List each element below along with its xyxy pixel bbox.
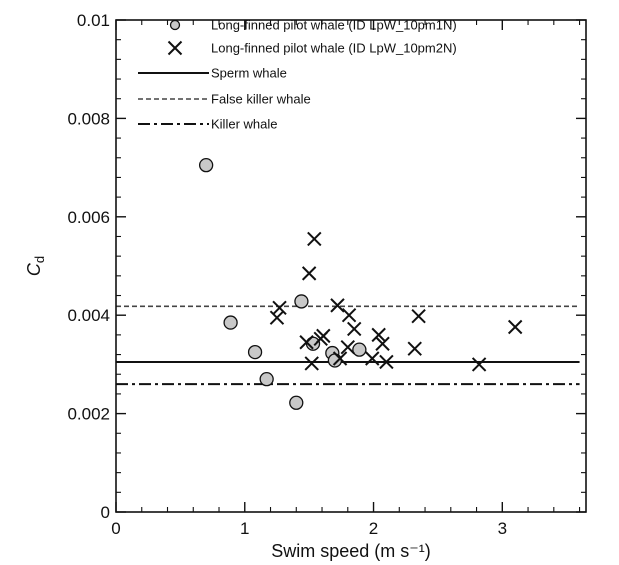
x-axis-title: Swim speed (m s⁻¹)	[271, 541, 431, 561]
x-tick-label: 1	[240, 519, 249, 538]
data-point-series-1	[305, 336, 321, 351]
data-point-series-2	[347, 321, 362, 337]
legend-label-false-killer-whale: False killer whale	[211, 92, 311, 107]
y-tick-label: 0.002	[67, 405, 110, 424]
plot-frame	[115, 19, 587, 513]
y-tick-label: 0.006	[67, 208, 110, 227]
data-point-series-2	[375, 336, 390, 351]
y-tick-labels: 0 0.002 0.004 0.006 0.008 0.01	[67, 11, 110, 522]
data-point-series-2	[272, 300, 287, 316]
y-axis-title: Cd	[24, 256, 47, 276]
data-point-series-2	[365, 351, 380, 366]
data-point-series-2	[316, 328, 331, 344]
x-tick-label: 0	[111, 519, 120, 538]
y-tick-label: 0.004	[67, 306, 110, 325]
data-point-series-1	[247, 344, 263, 360]
y-tick-label: 0.008	[67, 109, 110, 128]
data-point-series-2	[307, 231, 322, 247]
legend-marker-circle	[169, 19, 181, 31]
data-point-series-1	[352, 342, 367, 357]
data-point-series-2	[301, 266, 317, 281]
data-point-series-2	[411, 308, 426, 324]
reference-lines	[116, 305, 580, 386]
data-point-series-1	[198, 157, 214, 173]
svg-text:Cd: Cd	[24, 256, 47, 276]
data-point-series-2	[371, 327, 386, 343]
legend-label-series-1: Long-finned pilot whale (ID LpW_10pm1N)	[211, 18, 457, 33]
legend-entry-series-2: Long-finned pilot whale (ID LpW_10pm2N)	[167, 40, 457, 56]
data-point-series-1	[223, 315, 238, 330]
y-axis-title-subscript: d	[32, 256, 47, 263]
x-tick-label: 2	[369, 519, 378, 538]
y-axis-title-main: C	[24, 262, 44, 276]
data-point-series-2	[332, 351, 348, 366]
data-point-series-2	[299, 335, 314, 350]
y-tick-label: 0.01	[77, 11, 110, 30]
legend-label-series-2: Long-finned pilot whale (ID LpW_10pm2N)	[211, 41, 457, 56]
data-point-series-2	[330, 298, 345, 313]
data-point-series-2	[304, 356, 319, 371]
legend: Long-finned pilot whale (ID LpW_10pm1N) …	[138, 18, 457, 132]
legend-entry-series-1: Long-finned pilot whale (ID LpW_10pm1N)	[169, 18, 457, 33]
data-point-series-2	[507, 319, 523, 335]
data-point-series-2	[379, 354, 394, 370]
y-tick-label: 0	[101, 503, 110, 522]
data-point-series-2	[471, 357, 487, 372]
data-point-series-1	[294, 294, 309, 309]
data-point-series-2	[340, 339, 355, 355]
legend-label-sperm-whale: Sperm whale	[211, 66, 287, 81]
data-points	[198, 157, 523, 410]
data-point-series-2	[407, 341, 422, 356]
legend-entry-killer-whale: Killer whale	[138, 117, 277, 132]
data-point-series-2	[269, 310, 285, 325]
x-tick-label: 3	[498, 519, 507, 538]
ticks	[115, 19, 586, 513]
legend-entry-false-killer-whale: False killer whale	[138, 92, 311, 107]
legend-marker-x	[167, 40, 183, 56]
axes	[115, 19, 587, 513]
legend-label-killer-whale: Killer whale	[211, 117, 277, 132]
x-tick-labels: 0 1 2 3	[111, 519, 507, 538]
data-point-series-1	[259, 372, 274, 387]
data-point-series-2	[341, 307, 357, 323]
legend-entry-sperm-whale: Sperm whale	[138, 66, 287, 81]
data-point-series-1	[289, 395, 304, 410]
